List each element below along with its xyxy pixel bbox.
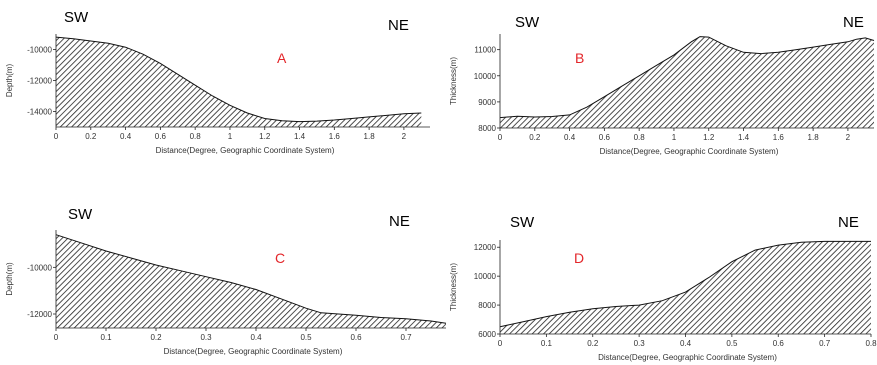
x-tick-label: 0 — [54, 132, 59, 141]
x-tick-label: 0.5 — [726, 339, 738, 348]
x-tick-label: 1.6 — [773, 133, 785, 142]
profile-area — [500, 36, 874, 128]
x-tick-label: 1.8 — [364, 132, 376, 141]
x-tick-label: 0.2 — [529, 133, 541, 142]
x-tick-label: 0.3 — [634, 339, 646, 348]
y-tick-label: 12000 — [474, 243, 497, 252]
x-tick-label: 1.8 — [808, 133, 820, 142]
y-axis-label: Depth(m) — [5, 262, 14, 296]
profile-area — [56, 234, 446, 328]
x-tick-label: 2 — [402, 132, 407, 141]
profile-line — [55, 36, 422, 123]
x-tick-label: 1.4 — [738, 133, 750, 142]
y-tick-label: -12000 — [27, 77, 52, 86]
x-tick-label: 0.7 — [819, 339, 831, 348]
y-tick-label: -10000 — [27, 46, 52, 55]
x-tick-label: 0.2 — [587, 339, 599, 348]
y-tick-label: 8000 — [478, 124, 496, 133]
x-tick-label: 0.8 — [634, 133, 646, 142]
x-tick-label: 0.6 — [350, 333, 362, 342]
x-tick-label: 0.7 — [400, 333, 412, 342]
x-tick-label: 2 — [846, 133, 851, 142]
x-axis-label: Distance(Degree, Geographic Coordinate S… — [164, 347, 343, 356]
ne-label: NE — [843, 14, 864, 31]
y-tick-label: 6000 — [478, 330, 496, 339]
x-tick-label: 1 — [672, 133, 677, 142]
profile-area — [500, 241, 871, 334]
y-axis-label: Depth(m) — [5, 63, 14, 97]
panel-letter: C — [275, 250, 285, 266]
x-tick-label: 0.6 — [155, 132, 167, 141]
x-tick-label: 0.4 — [564, 133, 576, 142]
x-tick-label: 0.4 — [250, 333, 262, 342]
ne-label: NE — [389, 213, 410, 230]
x-tick-label: 0 — [498, 339, 503, 348]
profile-area — [56, 37, 422, 127]
x-tick-label: 1.6 — [329, 132, 341, 141]
profile-line — [499, 240, 871, 328]
x-tick-label: 0 — [498, 133, 503, 142]
y-axis-label: Thickness(m) — [449, 57, 458, 105]
x-tick-label: 0.1 — [100, 333, 112, 342]
x-tick-label: 0.2 — [150, 333, 162, 342]
x-tick-label: 0.8 — [865, 339, 877, 348]
x-tick-label: 1 — [228, 132, 233, 141]
sw-label: SW — [510, 214, 535, 231]
sw-label: SW — [68, 206, 93, 223]
x-tick-label: 0.2 — [85, 132, 97, 141]
x-tick-label: 0.6 — [599, 133, 611, 142]
x-tick-label: 0.4 — [120, 132, 132, 141]
y-tick-label: 10000 — [474, 272, 497, 281]
x-tick-label: 1.2 — [703, 133, 715, 142]
y-axis-label: Thickness(m) — [449, 263, 458, 311]
panel-letter: B — [575, 50, 584, 66]
chart-panel-a: 0 0.2 0.4 0.6 0.8 1 1.2 1.4 1.6 1.8 2 -14000 -12000 -… — [5, 9, 430, 155]
y-tick-label: -14000 — [27, 108, 52, 117]
ne-label: NE — [838, 214, 859, 231]
chart-panel-d: 0 0.1 0.2 0.3 0.4 0.5 0.6 0.7 0.8 6000 8000 10000 12… — [449, 214, 877, 362]
y-tick-label: 9000 — [478, 98, 496, 107]
x-tick-label: 0.4 — [680, 339, 692, 348]
x-tick-label: 0.3 — [200, 333, 212, 342]
x-axis-label: Distance(Degree, Geographic Coordinate S… — [598, 353, 777, 362]
x-tick-label: 0.6 — [773, 339, 785, 348]
sw-label: SW — [515, 14, 540, 31]
x-tick-label: 0 — [54, 333, 59, 342]
x-tick-label: 0.8 — [190, 132, 202, 141]
y-tick-label: 8000 — [478, 301, 496, 310]
x-tick-label: 0.5 — [300, 333, 312, 342]
x-tick-label: 0.1 — [541, 339, 553, 348]
panel-letter: D — [574, 250, 584, 266]
profile-line — [499, 36, 875, 119]
sw-label: SW — [64, 9, 89, 26]
y-tick-label: -10000 — [27, 263, 52, 272]
chart-panel-c: 0 0.1 0.2 0.3 0.4 0.5 0.6 0.7 -12000 -10000 Distan… — [5, 206, 447, 356]
panel-letter: A — [277, 50, 287, 66]
x-tick-label: 1.4 — [294, 132, 306, 141]
ne-label: NE — [388, 17, 409, 34]
x-axis-label: Distance(Degree, Geographic Coordinate S… — [600, 147, 779, 156]
profile-line — [55, 234, 447, 324]
x-axis-label: Distance(Degree, Geographic Coordinate S… — [156, 146, 335, 155]
x-tick-label: 1.2 — [259, 132, 271, 141]
chart-panel-b: 0 0.2 0.4 0.6 0.8 1 1.2 1.4 1.6 1.8 2 8000 9000 10000… — [449, 14, 875, 156]
y-tick-label: 10000 — [474, 72, 497, 81]
y-tick-label: -12000 — [27, 310, 52, 319]
y-tick-label: 11000 — [474, 46, 496, 55]
